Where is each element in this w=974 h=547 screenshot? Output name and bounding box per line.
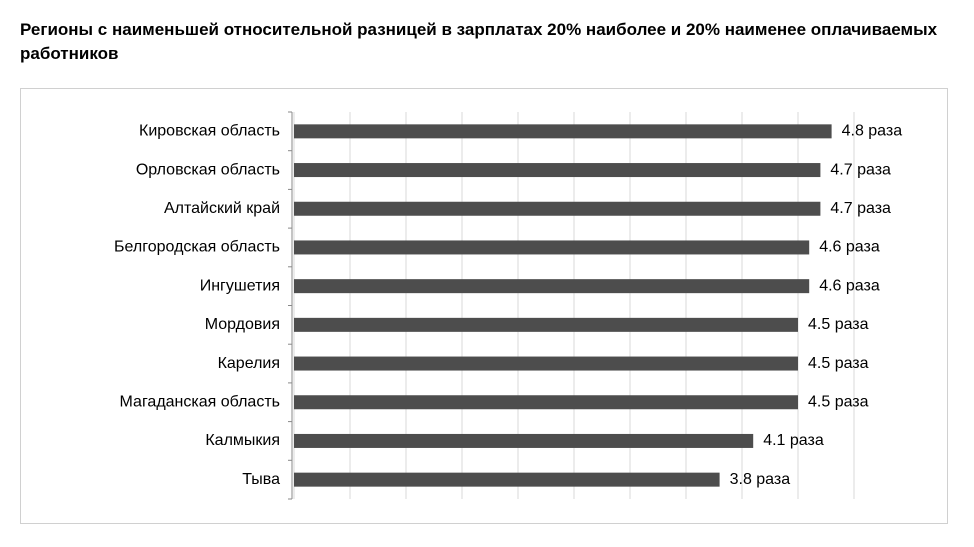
- bar: [294, 163, 821, 178]
- data-label: 4.1 раза: [763, 432, 824, 449]
- data-label: 4.5 раза: [808, 355, 869, 372]
- bar: [294, 395, 798, 410]
- chart-frame: [20, 88, 948, 524]
- data-label: 3.8 раза: [730, 471, 791, 488]
- data-label: 4.6 раза: [819, 277, 880, 294]
- y-tick-label: Белгородская область: [114, 239, 280, 256]
- y-tick-label: Карелия: [218, 355, 280, 372]
- y-tick-label: Тыва: [242, 471, 280, 488]
- bar: [294, 317, 798, 332]
- y-tick-label: Орловская область: [136, 161, 280, 178]
- bar: [294, 433, 754, 448]
- data-label: 4.5 раза: [808, 316, 869, 333]
- bar: [294, 240, 810, 255]
- bar: [294, 201, 821, 216]
- y-tick-label: Калмыкия: [205, 432, 280, 449]
- data-label: 4.8 раза: [842, 123, 903, 140]
- y-tick-label: Мордовия: [205, 316, 280, 333]
- bar: [294, 124, 832, 139]
- y-tick-label: Алтайский край: [164, 200, 280, 217]
- bar: [294, 356, 798, 371]
- bar: [294, 279, 810, 294]
- data-label: 4.5 раза: [808, 393, 869, 410]
- data-label: 4.7 раза: [830, 200, 891, 217]
- y-tick-label: Кировская область: [139, 123, 280, 140]
- y-tick-label: Магаданская область: [120, 393, 280, 410]
- y-tick-label: Ингушетия: [200, 277, 280, 294]
- data-label: 4.6 раза: [819, 239, 880, 256]
- data-label: 4.7 раза: [830, 161, 891, 178]
- chart-title: Регионы с наименьшей относительной разни…: [20, 20, 938, 63]
- bar: [294, 472, 720, 487]
